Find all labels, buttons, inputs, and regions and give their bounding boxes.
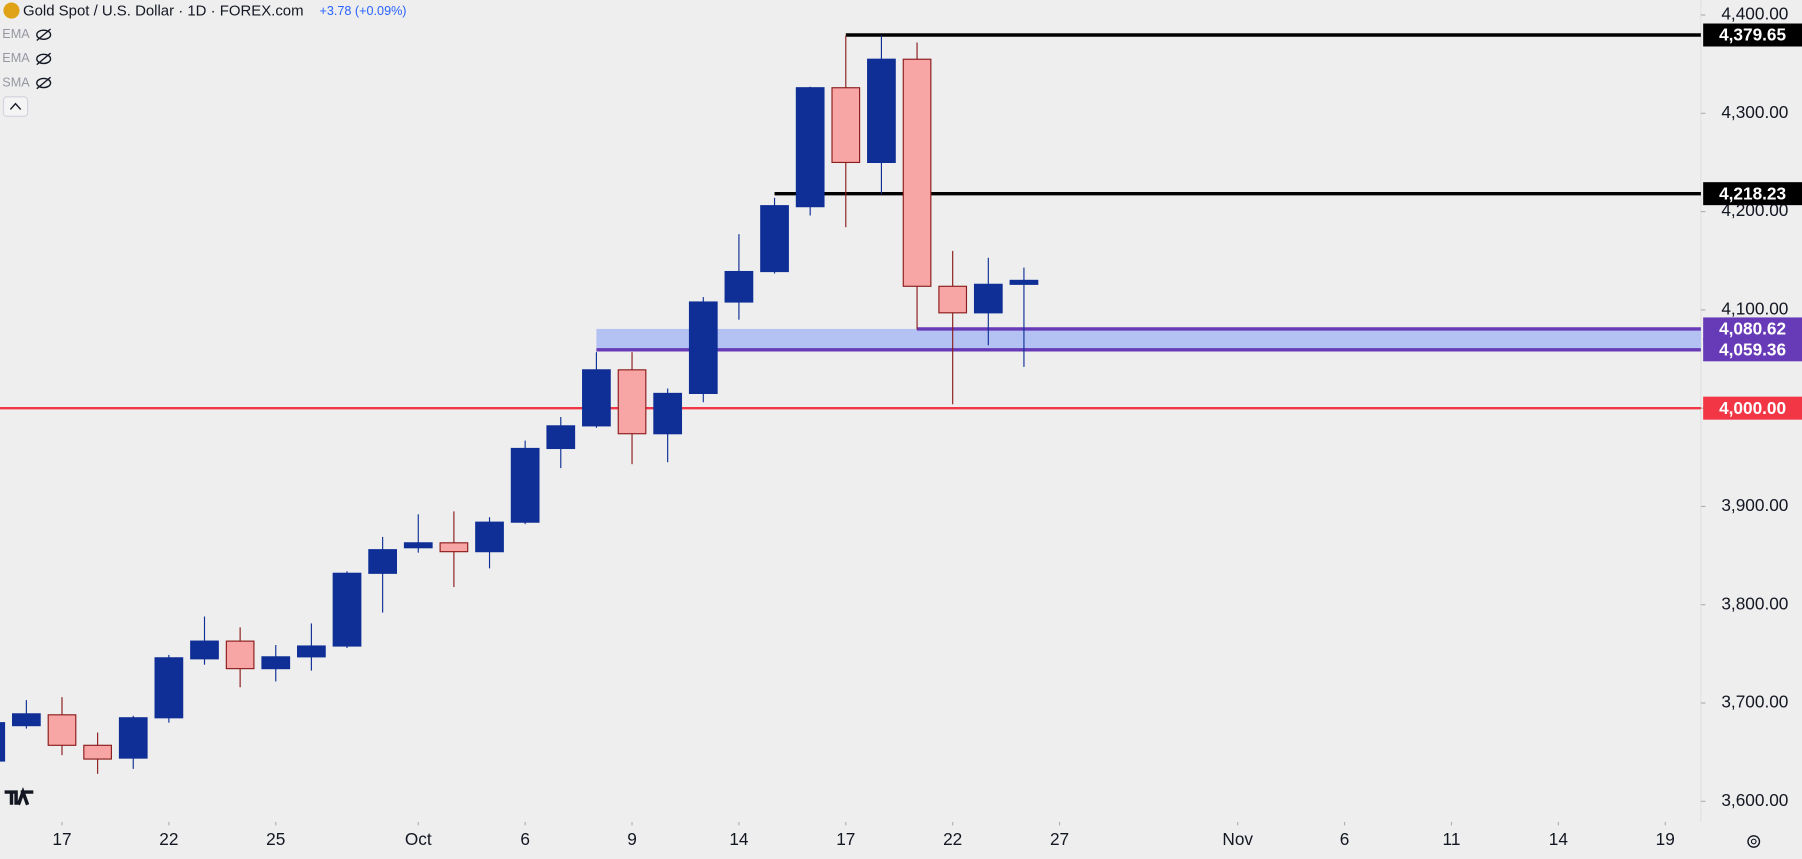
candle-body (760, 205, 789, 273)
indicator-label[interactable]: EMA (2, 27, 30, 41)
candle-body (11, 713, 41, 727)
candle-body (973, 283, 1003, 314)
level-label: 4,080.62 (1719, 319, 1786, 339)
tv-logo (4, 787, 34, 806)
x-tick-label: 17 (836, 829, 855, 849)
candle-body (0, 722, 6, 762)
candle-body (582, 369, 611, 427)
candle-body (724, 270, 754, 303)
candle-body (332, 572, 362, 647)
candle-body (546, 425, 576, 450)
candle-body (118, 717, 148, 759)
visibility-icons[interactable] (36, 28, 52, 90)
x-tick-label: 22 (943, 829, 962, 849)
x-tick-label: 6 (520, 829, 530, 849)
level-label: 4,218.23 (1719, 183, 1786, 203)
symbol-icon (3, 2, 20, 19)
indicator-label[interactable]: EMA (2, 51, 30, 65)
candle-body (439, 542, 469, 553)
level-label: 4,379.65 (1719, 25, 1786, 45)
candle-body (688, 301, 718, 394)
settings-icon-center (1750, 838, 1757, 845)
candle-body (1009, 279, 1039, 285)
y-tick-label: 4,400.00 (1721, 4, 1788, 24)
indicator-label[interactable]: SMA (2, 75, 30, 89)
candle-body (795, 87, 825, 208)
x-tick-label: 9 (627, 829, 637, 849)
x-tick-label: 11 (1443, 829, 1461, 849)
level-label: 4,000.00 (1719, 398, 1786, 418)
level-label-box (1703, 23, 1802, 47)
level-label-box (1703, 396, 1802, 420)
x-tick-label: 14 (1549, 829, 1569, 849)
candle-body (47, 714, 77, 746)
x-tick-label: Nov (1222, 829, 1253, 849)
y-tick-label: 3,700.00 (1721, 692, 1788, 712)
candle-body (368, 549, 398, 574)
collapse-icon (9, 102, 22, 110)
x-tick-label: 17 (52, 829, 71, 849)
y-tick-label: 3,600.00 (1721, 790, 1788, 810)
settings-icon[interactable] (1747, 835, 1761, 848)
candle-body (190, 640, 219, 660)
y-tick-label: 4,100.00 (1721, 298, 1788, 318)
collapse-button[interactable] (2, 96, 29, 117)
candle-body (653, 392, 683, 435)
candle-body (902, 58, 932, 287)
y-tick-label: 3,800.00 (1721, 593, 1788, 613)
symbol-title: Gold Spot / U.S. Dollar · 1D · FOREX.com (23, 3, 304, 20)
candle-body (510, 447, 540, 523)
candle-body (154, 657, 184, 719)
x-tick-label: 6 (1340, 829, 1350, 849)
candle-body (475, 521, 504, 553)
x-tick-label: 19 (1656, 829, 1675, 849)
level-label: 4,059.36 (1719, 340, 1786, 360)
level-label-box (1703, 338, 1802, 362)
candle-body (831, 87, 861, 164)
x-tick-label: Oct (405, 829, 432, 849)
y-tick-label: 4,300.00 (1721, 102, 1788, 122)
candle-body (261, 656, 291, 670)
x-tick-label: 25 (266, 829, 285, 849)
candle-body (403, 542, 433, 549)
level-label-box (1703, 182, 1802, 206)
x-tick-label: 27 (1050, 829, 1069, 849)
y-tick-label: 3,900.00 (1721, 495, 1788, 515)
x-tick-label: 14 (729, 829, 749, 849)
x-tick-label: 22 (159, 829, 178, 849)
candle-body (617, 369, 647, 435)
level-label-box (1703, 317, 1802, 341)
price-change: +3.78 (+0.09%) (319, 4, 406, 18)
candle-body (297, 645, 326, 658)
candle-body (867, 58, 896, 164)
candle-body (938, 285, 968, 314)
candle-body (83, 744, 112, 760)
candle-body (225, 640, 255, 670)
zone (596, 328, 1701, 350)
